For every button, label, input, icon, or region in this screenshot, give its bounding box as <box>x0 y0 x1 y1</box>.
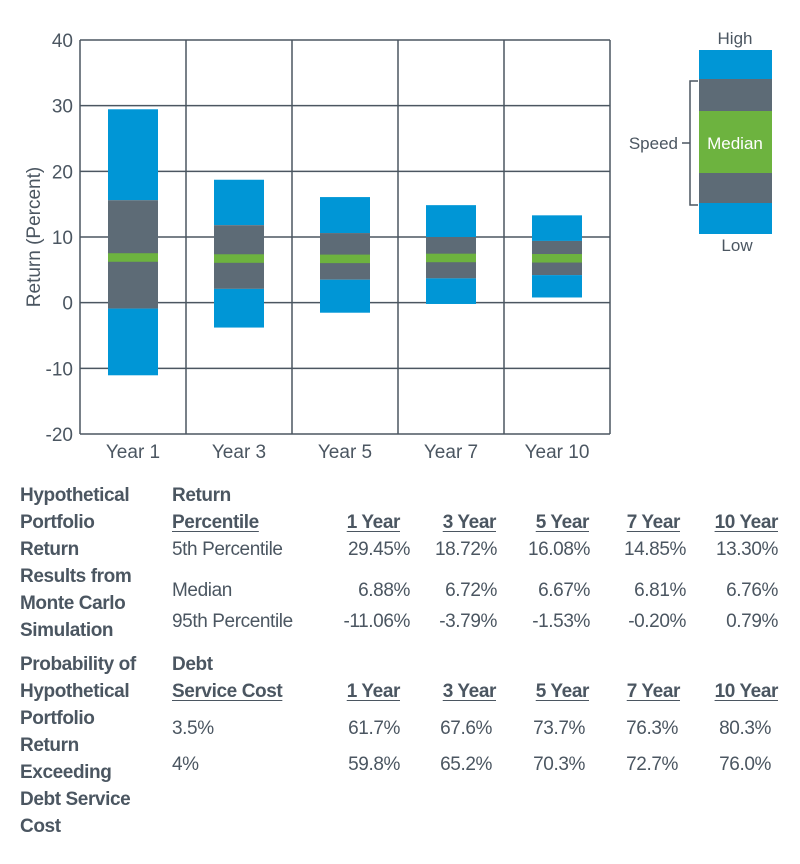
column-header: Percentile <box>172 512 259 533</box>
table-title-line: Results from <box>20 566 132 587</box>
y-tick-label: 40 <box>52 31 73 52</box>
table-cell: 29.45% <box>347 539 410 560</box>
y-tick-label: 30 <box>52 97 73 118</box>
column-header: 5 Year <box>535 681 590 702</box>
table-title-line: Return <box>20 539 79 560</box>
table-cell: 6.88% <box>358 580 410 601</box>
row-label: 95th Percentile <box>172 611 293 632</box>
bar-median-band <box>214 254 264 263</box>
bar-high-segment <box>426 205 476 237</box>
column-header: 1 Year <box>346 681 401 702</box>
column-header: 7 Year <box>626 512 681 533</box>
legend-upper-inner-band <box>699 79 772 111</box>
table-cell: 76.3% <box>626 718 678 739</box>
table-title-line: Cost <box>20 816 61 837</box>
bar-high-segment <box>532 215 582 241</box>
y-tick-label: -10 <box>46 359 73 380</box>
legend-low-band <box>699 203 772 234</box>
column-header: 10 Year <box>714 512 779 533</box>
table-cell: -1.53% <box>532 611 590 632</box>
table-title-line: Exceeding <box>20 762 112 783</box>
axis-labels: 40 30 20 10 0 -10 -20 Year 1 Year 3 Year 5 Year 7 Y… <box>46 31 590 463</box>
x-tick-label: Year 1 <box>106 442 160 463</box>
table-cell: 6.76% <box>726 580 778 601</box>
y-tick-label: 10 <box>52 228 73 249</box>
bar-median-band <box>532 254 582 263</box>
column-header: 5 Year <box>535 512 590 533</box>
column-header: 3 Year <box>442 681 497 702</box>
table-title-line: Debt Service <box>20 789 131 810</box>
bar-low-segment <box>214 288 264 328</box>
legend-speed-bracket <box>682 80 698 206</box>
table-cell: 18.72% <box>434 539 497 560</box>
y-tick-label: 20 <box>52 162 73 183</box>
row-label: Median <box>172 580 232 601</box>
y-axis-label: Return (Percent) <box>24 167 45 307</box>
y-tick-label: -20 <box>46 425 73 446</box>
x-tick-label: Year 3 <box>212 442 266 463</box>
table-title-line: Return <box>20 735 79 756</box>
column-header: Debt <box>172 654 213 675</box>
x-tick-label: Year 5 <box>318 442 372 463</box>
x-tick-label: Year 7 <box>424 442 478 463</box>
table-title-line: Monte Carlo <box>20 593 126 614</box>
table-cell: 16.08% <box>527 539 590 560</box>
legend-median-band <box>699 111 772 173</box>
row-label: 3.5% <box>172 718 214 739</box>
table-cell: 80.3% <box>719 718 771 739</box>
bar-high-segment <box>214 179 264 226</box>
bar-low-segment <box>108 308 158 376</box>
legend-low: Low <box>721 236 753 255</box>
table-cell: -3.79% <box>439 611 497 632</box>
table-cell: 13.30% <box>715 539 778 560</box>
bar-high-segment <box>320 197 370 234</box>
column-header: 1 Year <box>346 512 401 533</box>
column-header: Service Cost <box>172 681 283 702</box>
bar-median-band <box>320 254 370 264</box>
table-cell: -11.06% <box>343 611 410 632</box>
table-cell: -0.20% <box>628 611 686 632</box>
box-chart: 40 30 20 10 0 -10 -20 Year 1 Year 3 Year 5 Year 7 Y… <box>24 29 772 463</box>
table-title-line: Simulation <box>20 620 114 641</box>
table-cell: 76.0% <box>719 754 771 775</box>
legend: High Median Low Speed <box>629 29 772 255</box>
table-title-line: Hypothetical <box>20 485 130 506</box>
row-label: 4% <box>172 754 199 775</box>
y-tick-label: 0 <box>62 294 73 315</box>
legend-high-band <box>699 50 772 79</box>
table-cell: 14.85% <box>623 539 686 560</box>
table-cell: 72.7% <box>626 754 678 775</box>
table-cell: 6.81% <box>634 580 686 601</box>
bar-median-band <box>426 253 476 263</box>
bar-high-segment <box>108 109 158 201</box>
table-cell: 73.7% <box>533 718 585 739</box>
table-title-line: Portfolio <box>20 708 95 729</box>
bar-low-segment <box>320 279 370 313</box>
table-cell: 70.3% <box>533 754 585 775</box>
table-cell: 65.2% <box>440 754 492 775</box>
legend-lower-inner-band <box>699 173 772 203</box>
column-header: 7 Year <box>626 681 681 702</box>
bars <box>108 109 582 376</box>
row-label: 5th Percentile <box>172 539 283 560</box>
table-title-line: Hypothetical <box>20 681 130 702</box>
column-header: 10 Year <box>714 681 779 702</box>
table-cell: 6.72% <box>445 580 497 601</box>
table-title-line: Probability of <box>20 654 136 675</box>
table-cell: 6.67% <box>538 580 590 601</box>
legend-median: Median <box>707 134 763 153</box>
table-cell: 61.7% <box>348 718 400 739</box>
bar-low-segment <box>532 275 582 298</box>
table-cell: 67.6% <box>440 718 492 739</box>
x-tick-label: Year 10 <box>525 442 590 463</box>
legend-high: High <box>718 29 753 48</box>
table-cell: 0.79% <box>726 611 778 632</box>
bar-median-band <box>108 253 158 262</box>
table-title-line: Portfolio <box>20 512 95 533</box>
bar-low-segment <box>426 278 476 304</box>
column-header: Return <box>172 485 231 506</box>
column-header: 3 Year <box>442 512 497 533</box>
table-cell: 59.8% <box>348 754 400 775</box>
legend-speed: Speed <box>629 134 678 153</box>
